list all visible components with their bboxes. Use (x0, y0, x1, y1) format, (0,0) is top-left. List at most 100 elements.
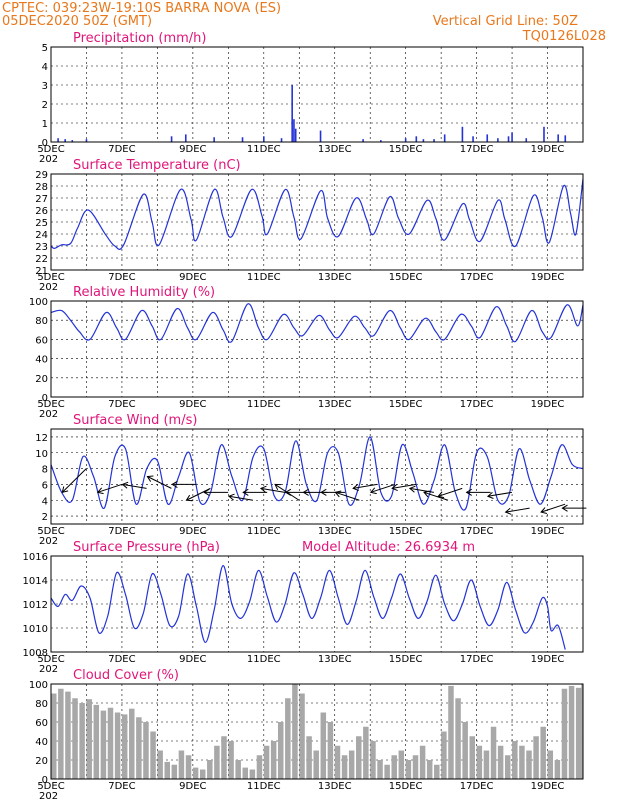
cloud-bar (228, 741, 234, 779)
precip-bar (586, 136, 588, 142)
cloud-bar (469, 736, 476, 779)
wind-arrow-head (423, 490, 431, 498)
x-tick-label: 5DEC (37, 526, 64, 537)
wind-arrow-head (228, 493, 235, 501)
surface-pressure-title: Surface Pressure (hPa) (73, 540, 220, 555)
wind-arrow-head (320, 488, 327, 496)
y-tick-label: 20 (35, 756, 48, 767)
precip-bar (422, 139, 425, 142)
precip-bar (362, 139, 364, 142)
precipitation-frame (50, 46, 584, 143)
x-tick-label: 11DEC (247, 144, 281, 155)
cloud-bar (270, 741, 277, 779)
cloud-bar (497, 745, 504, 779)
cloud-bar (157, 750, 163, 779)
x-tick-label: 9DEC (179, 144, 206, 155)
y-tick-label: 2 (42, 512, 48, 523)
precip-bar (71, 140, 74, 142)
surface-wind-panel: 2 4 6 8 10 12 5DEC 7DEC 9DEC 11DEC 13DEC 15DEC 17DEC… (35, 413, 587, 547)
y-tick-label: 26 (35, 206, 48, 217)
cloud-bar (419, 745, 426, 779)
cloud-bar (129, 708, 135, 779)
precip-bar (380, 140, 382, 142)
cloud-bar (568, 685, 575, 779)
wind-arrow (353, 483, 378, 489)
header: CPTEC: 039:23W-19:10S BARRA NOVA (ES) 05… (2, 1, 606, 44)
wind-arrow-head (259, 485, 267, 493)
precip-bar (557, 134, 559, 142)
y-tick-label: 23 (35, 242, 48, 253)
y-tick-label: 25 (35, 218, 48, 229)
wind-arrow (335, 491, 360, 501)
year-stub: 202 (39, 409, 58, 420)
surface-wind-frame (50, 428, 584, 525)
wind-arrow (423, 491, 449, 501)
cloud-bar (249, 769, 256, 779)
x-tick-label: 13DEC (318, 526, 352, 537)
y-tick-label: 100 (29, 297, 48, 308)
wind-arrow-head (96, 487, 104, 495)
wind-arrow (186, 487, 211, 501)
y-tick-label: 4 (42, 62, 48, 73)
year-stub: 202 (39, 791, 58, 800)
y-tick-label: 0 (42, 775, 48, 786)
cloud-bar (426, 760, 433, 779)
cloud-bar (540, 726, 546, 779)
cloud-bar (455, 698, 461, 779)
cloud-bar (462, 722, 468, 779)
cloud-bar (356, 736, 362, 779)
y-tick-label: 100 (29, 680, 48, 691)
cloud-bar (235, 760, 241, 779)
y-tick-label: 1008 (23, 648, 48, 659)
cloud-bar (207, 760, 213, 779)
x-tick-label: 11DEC (247, 399, 281, 410)
cloud-bar (171, 764, 178, 779)
precip-bar (443, 134, 446, 142)
relative-humidity-panel: 0 20 40 60 80 100 5DEC 7DEC 9DEC 11DEC 13DEC 15DEC 1… (29, 285, 584, 420)
wind-arrow-head (561, 504, 568, 512)
cloud-bar (526, 750, 532, 779)
cloud-cover-panel: 0 20 40 60 80 100 5DEC 7DEC 9DEC 11DEC 13DEC 15DEC 1… (29, 668, 584, 800)
cloud-bar (51, 693, 57, 779)
x-tick-label: 19DEC (531, 399, 565, 410)
x-tick-label: 5DEC (37, 144, 64, 155)
x-tick-label: 13DEC (318, 144, 352, 155)
x-tick-label: 5DEC (37, 781, 64, 792)
cloud-bar (164, 761, 170, 779)
x-tick-label: 11DEC (247, 272, 281, 283)
x-tick-label: 19DEC (531, 654, 565, 665)
precip-bar (507, 136, 510, 142)
precip-bar (461, 126, 464, 142)
x-tick-label: 11DEC (247, 654, 281, 665)
y-tick-label: 21 (35, 266, 48, 277)
precip-bar (486, 134, 489, 142)
y-tick-label: 22 (35, 254, 48, 265)
y-tick-label: 10 (35, 449, 48, 460)
precip-bar (294, 128, 297, 142)
x-tick-label: 9DEC (179, 781, 206, 792)
cloud-bar (405, 760, 412, 779)
wind-arrow (540, 503, 566, 513)
cloud-bar (575, 687, 582, 779)
cloud-bar (150, 731, 156, 779)
wind-arrow (122, 483, 147, 489)
wind-arrow (487, 491, 512, 497)
wind-arrow-head (540, 507, 548, 514)
cloud-bar (299, 693, 305, 779)
precip-bar (433, 139, 435, 142)
cloud-bar (334, 745, 341, 779)
cloud-bar (320, 712, 327, 779)
y-tick-label: 20 (35, 374, 48, 385)
x-tick-label: 19DEC (531, 144, 565, 155)
x-tick-label: 15DEC (389, 781, 423, 792)
precip-bar (170, 136, 173, 142)
cloud-bar (100, 710, 107, 779)
y-tick-label: 0 (42, 393, 48, 404)
precip-bar (415, 136, 418, 142)
wind-arrow-head (369, 487, 377, 495)
cloud-bar (313, 750, 319, 779)
year-stub: 202 (39, 664, 58, 675)
precip-bar (57, 138, 59, 142)
cloud-bar (341, 755, 348, 779)
